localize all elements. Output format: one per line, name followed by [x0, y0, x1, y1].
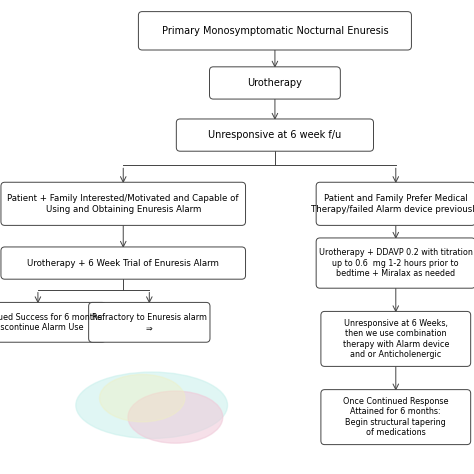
FancyBboxPatch shape	[1, 247, 246, 279]
Text: Unresponsive at 6 Weeks,
then we use combination
therapy with Alarm device
and o: Unresponsive at 6 Weeks, then we use com…	[343, 319, 449, 359]
Ellipse shape	[128, 391, 223, 443]
FancyBboxPatch shape	[316, 182, 474, 226]
Text: Urotherapy + DDAVP 0.2 with titration
up to 0.6  mg 1-2 hours prior to
bedtime +: Urotherapy + DDAVP 0.2 with titration up…	[319, 248, 473, 278]
Text: Refractory to Enuresis alarm
⇒: Refractory to Enuresis alarm ⇒	[92, 313, 207, 332]
Text: Continued Success for 6 months:
Discontinue Alarm Use: Continued Success for 6 months: Disconti…	[0, 313, 104, 332]
FancyBboxPatch shape	[89, 302, 210, 342]
Text: Urotherapy + 6 Week Trial of Enuresis Alarm: Urotherapy + 6 Week Trial of Enuresis Al…	[27, 259, 219, 267]
FancyBboxPatch shape	[321, 390, 471, 445]
Text: Once Continued Response
Attained for 6 months:
Begin structural tapering
of medi: Once Continued Response Attained for 6 m…	[343, 397, 448, 437]
Text: Unresponsive at 6 week f/u: Unresponsive at 6 week f/u	[208, 130, 342, 140]
FancyBboxPatch shape	[0, 302, 106, 342]
FancyBboxPatch shape	[210, 67, 340, 99]
Ellipse shape	[76, 372, 228, 438]
Text: Patient + Family Interested/Motivated and Capable of
Using and Obtaining Enuresi: Patient + Family Interested/Motivated an…	[8, 194, 239, 213]
FancyBboxPatch shape	[1, 182, 246, 226]
FancyBboxPatch shape	[316, 238, 474, 288]
FancyBboxPatch shape	[321, 311, 471, 366]
FancyBboxPatch shape	[176, 119, 374, 151]
Ellipse shape	[100, 374, 185, 422]
Text: Patient and Family Prefer Medical
Therapy/failed Alarm device previously: Patient and Family Prefer Medical Therap…	[311, 194, 474, 213]
Text: Urotherapy: Urotherapy	[247, 78, 302, 88]
Text: Primary Monosymptomatic Nocturnal Enuresis: Primary Monosymptomatic Nocturnal Enures…	[162, 26, 388, 36]
FancyBboxPatch shape	[138, 12, 411, 50]
